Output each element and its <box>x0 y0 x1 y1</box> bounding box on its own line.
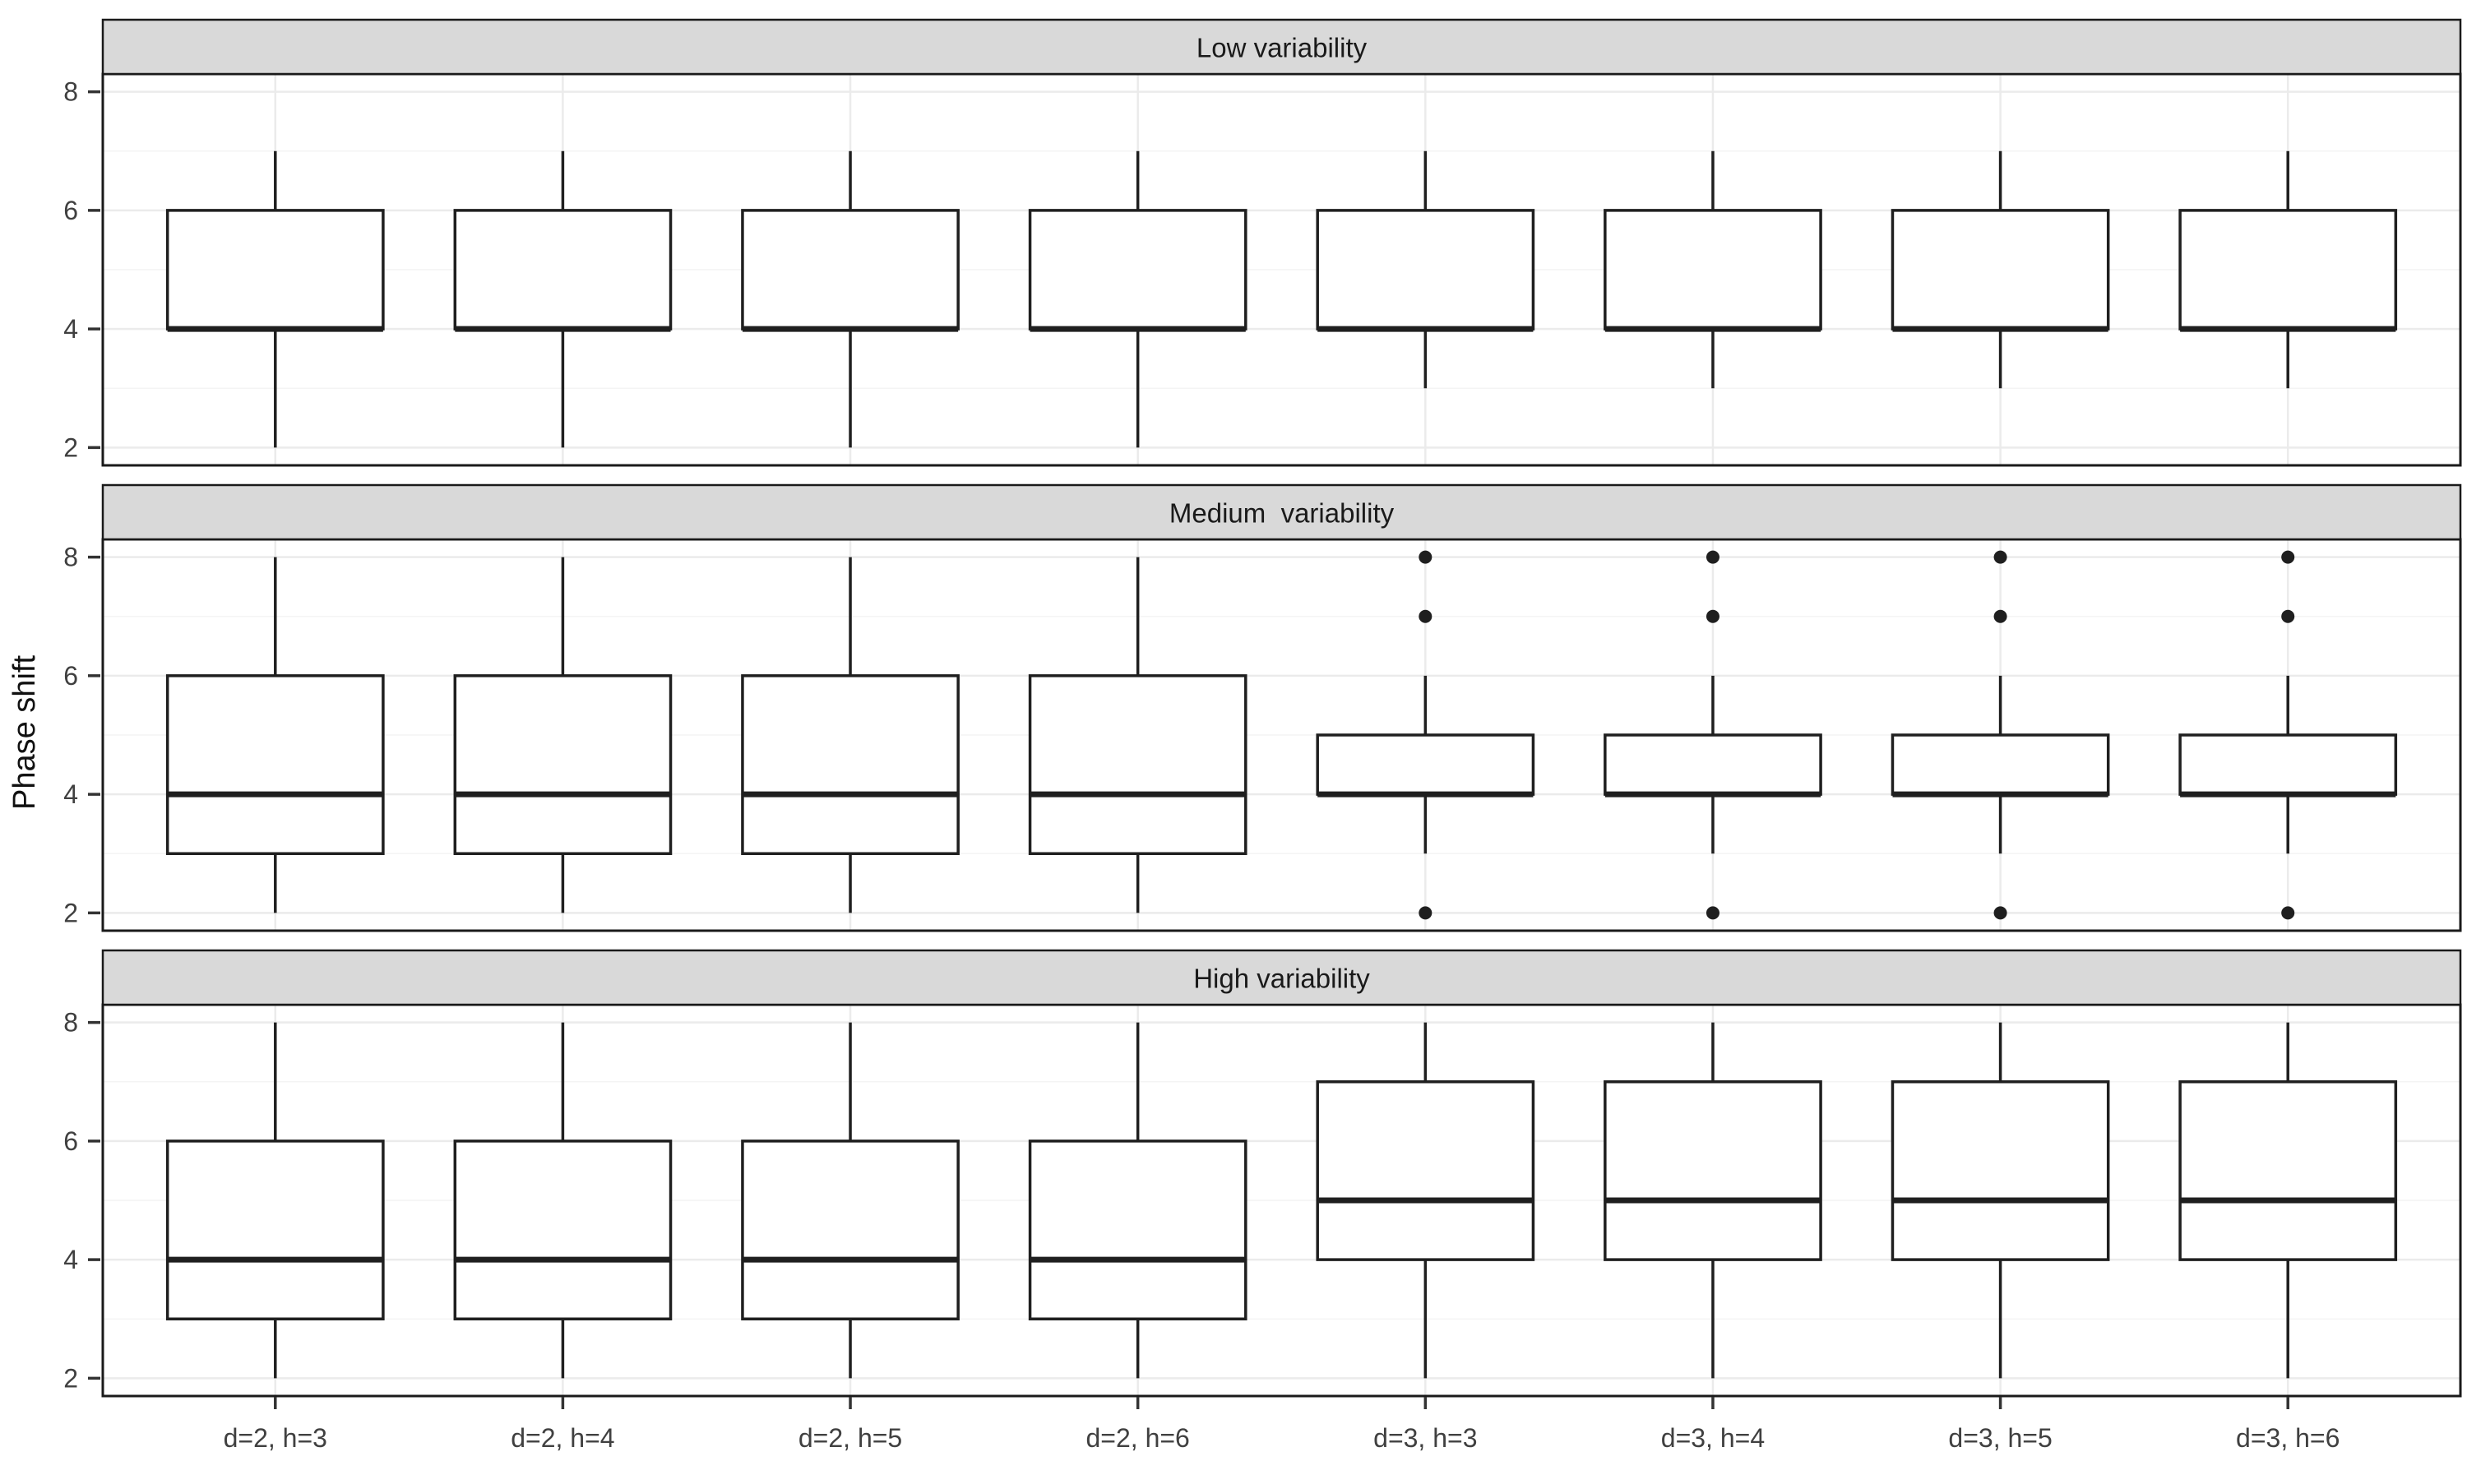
box-iqr <box>2178 733 2398 796</box>
facet-strip <box>101 18 2462 76</box>
outlier-dot <box>1993 609 2007 623</box>
y-tick-label: 8 <box>63 1008 78 1038</box>
x-tick-label: d=2, h=6 <box>1086 1423 1190 1453</box>
y-tick-label: 4 <box>63 779 78 809</box>
box-iqr <box>1028 1140 1247 1320</box>
outlier-dot <box>2281 550 2295 564</box>
box-iqr <box>453 1140 673 1320</box>
x-tick-label: d=2, h=3 <box>224 1423 327 1453</box>
box-iqr <box>453 674 673 855</box>
outlier-dot <box>1419 609 1433 623</box>
y-tick-label: 6 <box>63 1126 78 1156</box>
x-tick-label: d=3, h=4 <box>1661 1423 1765 1453</box>
facet-strip <box>101 483 2462 541</box>
box-iqr <box>741 674 960 855</box>
outlier-dot <box>1993 906 2007 920</box>
x-tick-label: d=3, h=3 <box>1373 1423 1477 1453</box>
box-iqr <box>1604 733 1822 796</box>
x-tick-label: d=2, h=5 <box>798 1423 902 1453</box>
y-tick-label: 2 <box>63 432 78 462</box>
y-tick-label: 6 <box>63 661 78 691</box>
box-iqr <box>1028 209 1247 331</box>
outlier-dot <box>1706 906 1719 920</box>
box-iqr <box>1891 209 2110 331</box>
y-tick-label: 2 <box>63 1363 78 1393</box>
y-tick-label: 8 <box>63 77 78 107</box>
y-axis-title: Phase shift <box>7 655 42 810</box>
box-iqr <box>1316 1080 1535 1261</box>
x-tick-label: d=2, h=4 <box>511 1423 614 1453</box>
box-iqr <box>165 209 385 331</box>
y-tick-label: 4 <box>63 314 78 344</box>
box-iqr <box>1891 1080 2110 1261</box>
box-iqr <box>1891 733 2110 796</box>
facet-strip <box>101 949 2462 1006</box>
outlier-dot <box>2281 906 2295 920</box>
facet-strip-label: Low variability <box>1196 33 1368 63</box>
box-iqr <box>741 209 960 331</box>
facet-strip-label: Medium variability <box>1169 498 1395 529</box>
outlier-dot <box>1419 550 1433 564</box>
box-iqr <box>741 1140 960 1320</box>
x-tick-label: d=3, h=5 <box>1948 1423 2052 1453</box>
y-tick-label: 4 <box>63 1245 78 1274</box>
y-tick-label: 2 <box>63 898 78 927</box>
box-iqr <box>1316 209 1535 331</box>
box-iqr <box>165 674 385 855</box>
box-iqr <box>1316 733 1535 796</box>
outlier-dot <box>1706 550 1719 564</box>
outlier-dot <box>2281 609 2295 623</box>
facet-strip-label: High variability <box>1193 964 1370 994</box>
box-iqr <box>2178 209 2398 331</box>
box-iqr <box>1028 674 1247 855</box>
outlier-dot <box>1419 906 1433 920</box>
outlier-dot <box>1993 550 2007 564</box>
box-iqr <box>1604 1080 1822 1261</box>
box-iqr <box>453 209 673 331</box>
box-iqr <box>165 1140 385 1320</box>
y-tick-label: 8 <box>63 543 78 572</box>
x-tick-label: d=3, h=6 <box>2236 1423 2340 1453</box>
box-iqr <box>1604 209 1822 331</box>
outlier-dot <box>1706 609 1719 623</box>
y-tick-label: 6 <box>63 196 78 225</box>
box-iqr <box>2178 1080 2398 1261</box>
